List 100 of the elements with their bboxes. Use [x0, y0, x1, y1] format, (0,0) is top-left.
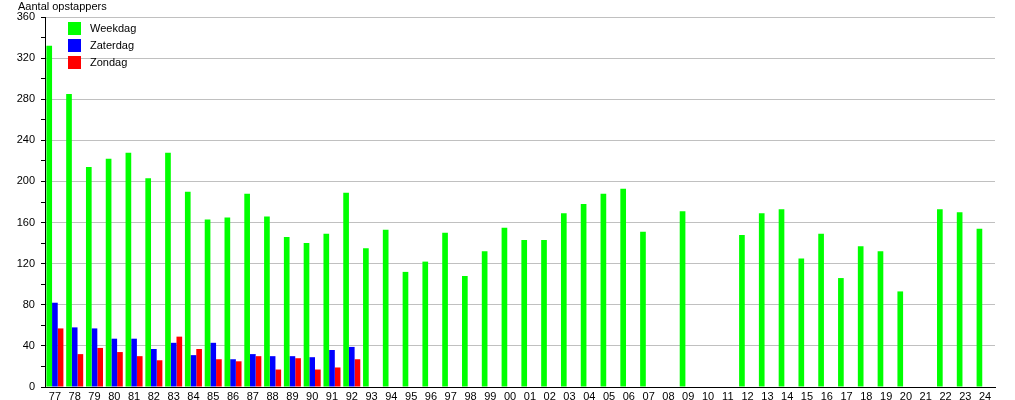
- legend-label: Zondag: [90, 56, 128, 69]
- x-tick-label: 88: [266, 389, 279, 400]
- x-tick-label: 83: [167, 389, 180, 400]
- bar: [216, 359, 222, 387]
- x-tick-label: 14: [781, 389, 794, 400]
- bar: [309, 357, 316, 387]
- bar: [295, 358, 301, 387]
- x-tick-label: 23: [959, 389, 972, 400]
- bar: [521, 240, 528, 387]
- x-tick-label: 81: [127, 389, 141, 400]
- bar: [758, 213, 765, 387]
- x-tick-label: 79: [88, 389, 101, 400]
- bar: [897, 291, 904, 387]
- bar: [145, 178, 152, 387]
- bar: [541, 240, 547, 387]
- x-tick-label: 80: [108, 389, 121, 400]
- x-tick-label: 22: [939, 389, 952, 400]
- x-tick-label: 92: [345, 389, 358, 400]
- x-tick-label: 85: [207, 389, 220, 400]
- bar: [176, 336, 183, 387]
- legend-label: Zaterdag: [90, 39, 135, 52]
- y-tick-label: 360: [16, 10, 35, 23]
- x-tick-label: 19: [880, 389, 893, 400]
- x-tick-label: 20: [899, 389, 913, 400]
- x-tick-label: 87: [246, 389, 259, 400]
- bar: [244, 193, 250, 387]
- x-tick-label: 82: [147, 389, 160, 400]
- bar: [354, 359, 361, 387]
- bar: [620, 188, 627, 387]
- x-tick-label: 98: [464, 389, 477, 400]
- bar: [560, 213, 567, 387]
- x-tick-label: 89: [286, 389, 299, 400]
- bar: [462, 276, 468, 387]
- bar: [210, 342, 217, 387]
- bar: [348, 346, 355, 387]
- bar: [190, 355, 197, 387]
- y-tick-label: 320: [16, 51, 35, 64]
- x-tick-label: 86: [226, 389, 240, 400]
- x-tick-label: 77: [48, 389, 62, 400]
- bar: [97, 347, 103, 387]
- x-tick-label: 94: [385, 389, 398, 400]
- x-tick-label: 17: [840, 389, 853, 400]
- y-tick-label: 40: [22, 338, 35, 351]
- bar: [323, 233, 330, 387]
- y-tick-label: 0: [28, 380, 35, 393]
- bar: [442, 232, 448, 387]
- x-tick-label: 03: [563, 389, 576, 400]
- bar: [151, 348, 157, 387]
- x-tick-label: 15: [800, 389, 814, 400]
- bar: [289, 356, 296, 387]
- bar: [838, 278, 844, 387]
- bar: [184, 191, 191, 387]
- x-tick-label: 99: [484, 389, 497, 400]
- x-tick-label: 05: [602, 389, 616, 400]
- x-tick-label: 93: [365, 389, 378, 400]
- x-tick-label: 96: [424, 389, 438, 400]
- x-tick-label: 01: [523, 389, 537, 400]
- bar: [739, 234, 745, 387]
- y-tick-label: 280: [16, 92, 35, 105]
- bar: [315, 369, 321, 387]
- x-tick-label: 00: [503, 389, 517, 400]
- x-tick-label: 06: [622, 389, 635, 400]
- bar: [249, 354, 256, 387]
- bar: [422, 261, 429, 387]
- bar: [46, 45, 53, 387]
- x-tick-label: 11: [722, 389, 734, 400]
- x-tick-label: 90: [306, 389, 319, 400]
- bar: [85, 167, 92, 387]
- y-axis-title: Aantal opstappers: [18, 0, 108, 12]
- legend-label: Weekdag: [90, 22, 137, 35]
- x-tick-label: 07: [642, 389, 655, 400]
- x-tick-label: 24: [978, 389, 992, 400]
- bar: [156, 360, 163, 387]
- bar: [640, 231, 646, 387]
- bar: [275, 369, 282, 387]
- x-tick-label: 12: [741, 389, 754, 400]
- y-tick-label: 240: [16, 133, 35, 146]
- bar: [111, 338, 118, 387]
- x-tick-label: 09: [682, 389, 695, 400]
- bar: [131, 338, 137, 387]
- x-tick-label: 16: [820, 389, 833, 400]
- bar: [382, 229, 389, 387]
- x-tick-label: 10: [701, 389, 715, 400]
- bar: [71, 327, 78, 387]
- x-tick-label: 13: [761, 389, 774, 400]
- y-tick-label: 120: [16, 256, 35, 269]
- y-tick-label: 200: [16, 174, 35, 187]
- bar: [334, 367, 341, 387]
- y-tick-label: 160: [16, 215, 35, 228]
- bar: [937, 209, 943, 387]
- bar: [165, 152, 171, 387]
- bar: [196, 348, 202, 387]
- x-tick-label: 08: [662, 389, 675, 400]
- bar: [77, 354, 84, 387]
- bar: [52, 302, 58, 387]
- bar: [230, 359, 236, 387]
- bar: [255, 356, 262, 387]
- bar: [283, 236, 290, 387]
- x-tick-label: 21: [919, 389, 932, 400]
- x-tick-label: 95: [405, 389, 418, 400]
